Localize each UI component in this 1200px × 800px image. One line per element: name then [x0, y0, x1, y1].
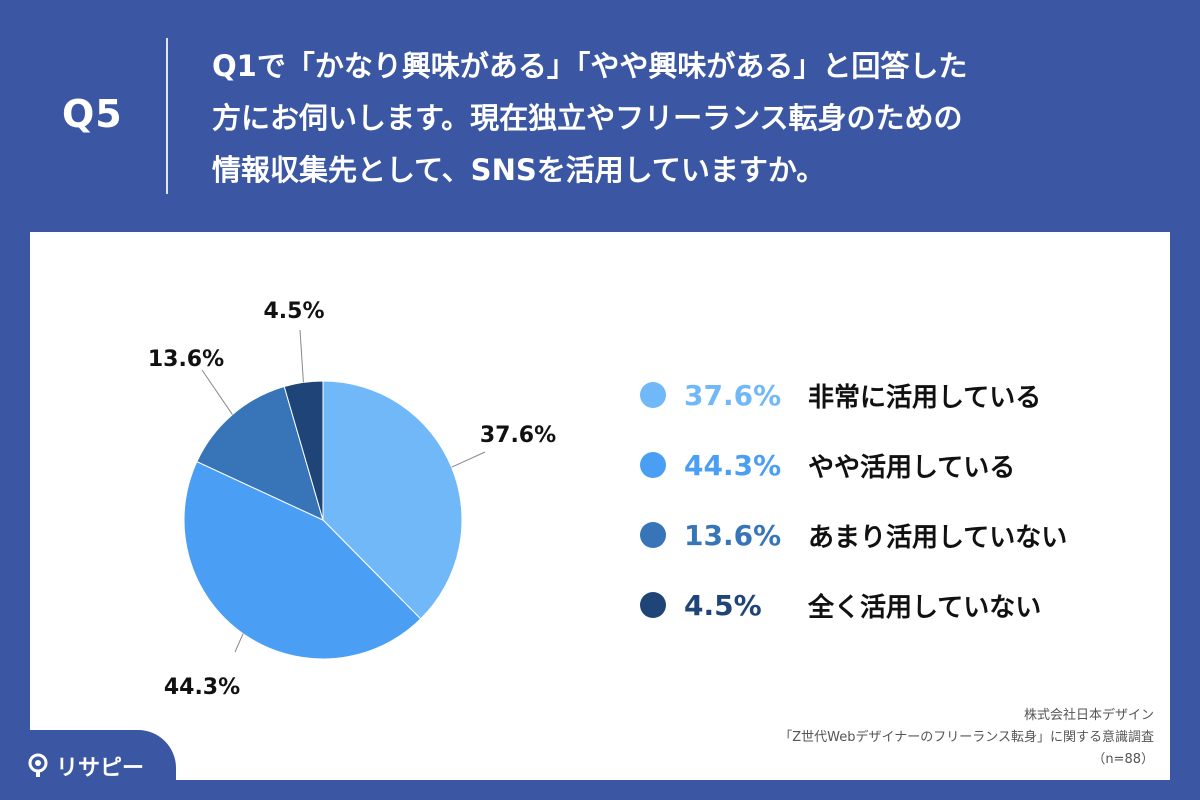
slice-data-label: 44.3%: [164, 675, 240, 700]
legend-swatch: [640, 592, 666, 618]
legend-item: 44.3% やや活用している: [640, 445, 1120, 485]
leader-line: [234, 633, 244, 653]
legend-label: あまり活用していない: [808, 522, 1068, 553]
legend-swatch: [640, 452, 666, 478]
leader-line: [299, 329, 304, 383]
legend-item: 13.6% あまり活用していない: [640, 515, 1120, 555]
pie-slice: [196, 385, 324, 521]
legend-percent: 13.6%: [684, 518, 782, 552]
legend-swatch: [640, 522, 666, 548]
legend-label: やや活用している: [808, 452, 1016, 483]
question-text: Q1で「かなり興味がある」「やや興味がある」と回答した 方にお伺いします。現在独…: [212, 40, 1172, 196]
slice-data-label: 13.6%: [148, 347, 224, 372]
leader-line: [201, 369, 233, 415]
legend-label: 全く活用していない: [808, 592, 1042, 623]
question-line: Q1で「かなり興味がある」「やや興味がある」と回答した: [212, 49, 968, 83]
legend-item: 37.6% 非常に活用している: [640, 375, 1120, 415]
question-line: 方にお伺いします。現在独立やフリーランス転身のための: [212, 101, 963, 135]
leader-line: [451, 451, 486, 468]
question-number: Q5: [62, 92, 123, 136]
pie-chart: 37.6% 44.3% 13.6% 4.5%: [148, 299, 556, 700]
legend-percent: 4.5%: [684, 588, 762, 622]
brand-logo: リサピー: [0, 730, 176, 800]
header: Q5 Q1で「かなり興味がある」「やや興味がある」と回答した 方にお伺いします。…: [0, 0, 1200, 232]
pie-slice: [283, 380, 324, 521]
legend-label: 非常に活用している: [808, 382, 1042, 413]
logo-text: リサピー: [56, 756, 145, 781]
source-survey: 「Z世代Webデザイナーのフリーランス転身」に関する意識調査: [779, 730, 1154, 745]
legend-percent: 44.3%: [684, 448, 782, 482]
slice-data-label: 4.5%: [263, 299, 324, 324]
chart-card: 37.6% 44.3% 13.6% 4.5%: [30, 232, 1170, 780]
header-divider: [166, 38, 168, 194]
legend-item: 4.5% 全く活用していない: [640, 585, 1120, 625]
source-company: 株式会社日本デザイン: [1023, 708, 1154, 723]
lightbulb-icon: [28, 753, 48, 777]
source-note: 株式会社日本デザイン 「Z世代Webデザイナーのフリーランス転身」に関する意識調…: [779, 705, 1154, 771]
legend-percent: 37.6%: [684, 378, 782, 412]
source-sample: （n=88）: [1092, 752, 1154, 767]
question-line: 情報収集先として、SNSを活用していますか。: [212, 153, 826, 187]
slice-data-label: 37.6%: [480, 423, 556, 448]
pie-slice: [183, 460, 422, 660]
pie-slice: [322, 380, 463, 620]
legend-swatch: [640, 382, 666, 408]
